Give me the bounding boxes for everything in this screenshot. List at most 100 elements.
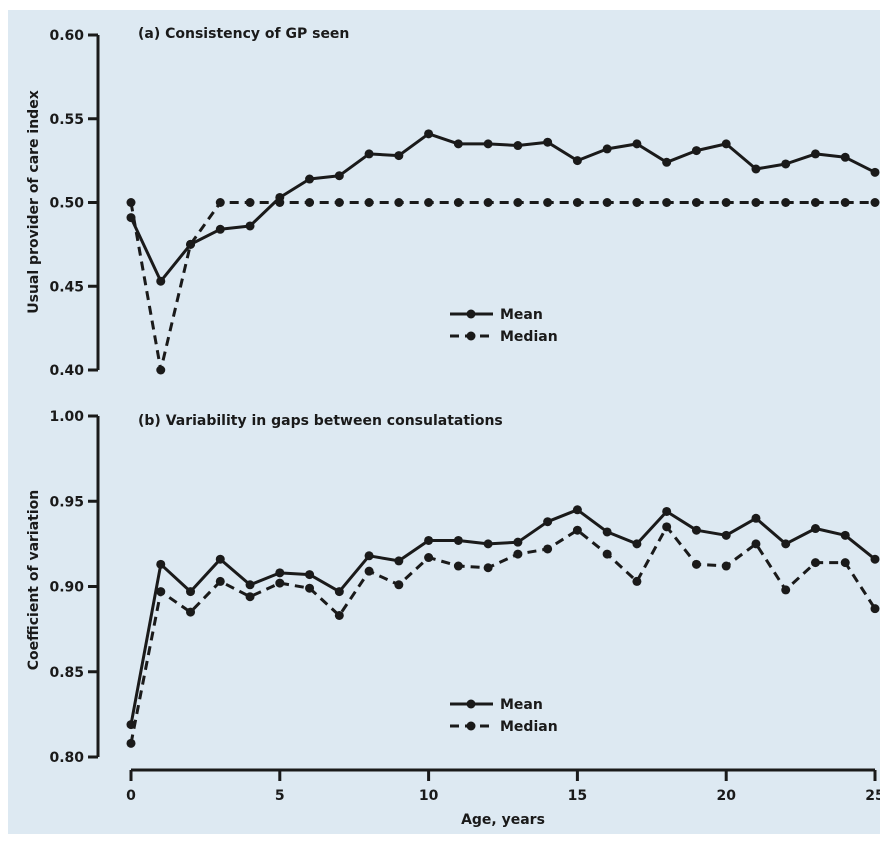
panel-a-title: (a) Consistency of GP seen: [138, 26, 349, 42]
panel-b-median-point: [721, 561, 731, 571]
panel-a-y-tick-label: 0.50: [49, 196, 84, 212]
panel-a-median-point: [215, 198, 225, 207]
panel-b-median-point: [156, 587, 166, 597]
panel-b-median-point: [394, 580, 404, 590]
panel-a-median-point: [394, 198, 404, 207]
panel-a-mean-point: [662, 157, 672, 167]
panel-a-median-line: [129, 201, 875, 372]
panel-b-median-point: [751, 539, 761, 549]
panel-b-y-tick-label: 0.95: [49, 494, 84, 510]
panel-a-mean-point: [810, 149, 820, 159]
panel-a-y-tick-label: 0.45: [49, 279, 84, 295]
panel-a-median-point: [632, 198, 642, 207]
panel-a-median-point: [483, 198, 493, 207]
x-tick-label: 15: [568, 788, 587, 804]
panel-a-median-point: [543, 198, 553, 207]
panel-b-mean-point: [721, 530, 731, 540]
panel-a: (a) Consistency of GP seen Usual provide…: [26, 26, 880, 379]
panel-b-mean-point: [215, 554, 225, 564]
panel-a-legend-median-marker: [466, 331, 476, 341]
panel-b-legend-mean-label: Mean: [500, 697, 543, 713]
x-axis-title: Age, years: [461, 812, 545, 828]
panel-b-median-point: [424, 553, 434, 563]
panel-a-mean-point: [632, 139, 642, 149]
panel-a-median-point: [662, 198, 672, 207]
panel-b-mean-point: [275, 568, 285, 578]
panel-b-mean-point: [483, 539, 493, 549]
panel-a-mean-point: [751, 164, 761, 174]
panel-b-mean-point: [245, 580, 255, 590]
panel-b-mean-point: [156, 559, 166, 569]
panel-a-mean-point: [572, 156, 582, 166]
panel-b-mean-point: [305, 570, 315, 580]
x-tick-label: 20: [716, 788, 736, 804]
panel-b-mean-point: [543, 517, 553, 527]
panel-b-mean-point: [870, 554, 880, 564]
panel-a-median-point: [364, 198, 374, 207]
panel-b-y-tick-label: 0.80: [49, 750, 84, 766]
panel-b-y-tick-label: 1.00: [49, 409, 84, 425]
panel-a-median-point: [691, 198, 701, 207]
panel-b-mean-point: [453, 535, 463, 545]
panel-b-mean-point: [632, 539, 642, 549]
panel-b-y-axis-title: Coefficient of variation: [26, 490, 42, 671]
panel-a-mean-line: [129, 132, 876, 283]
panel-a-mean-point: [483, 139, 493, 149]
panel-a-median-point: [275, 198, 285, 207]
panel-a-legend-mean-label: Mean: [500, 307, 543, 323]
panel-b-median-point: [305, 583, 315, 593]
panel-b-mean-point: [810, 524, 820, 534]
panel-b-mean-point: [691, 525, 701, 535]
panel-a-mean-point: [721, 139, 731, 149]
panel-b-median-point: [215, 576, 225, 586]
panel-a-median-point: [751, 198, 761, 207]
x-tick-label: 0: [126, 788, 136, 804]
panel-a-median-point: [870, 198, 880, 207]
panel-b-y-tick-label: 0.85: [49, 665, 84, 681]
x-tick-label: 5: [275, 788, 285, 804]
panel-a-mean-point: [156, 276, 166, 286]
panel-a-median-point: [721, 198, 731, 207]
panel-b-mean-point: [334, 587, 344, 597]
panel-a-mean-point: [543, 137, 553, 147]
panel-b-median-point: [453, 561, 463, 571]
panel-a-legend-mean-marker: [466, 309, 476, 319]
panel-b-median-point: [334, 610, 344, 620]
panel-a-median-point: [840, 198, 850, 207]
panel-b-median-point: [126, 738, 136, 748]
panel-a-legend-median-label: Median: [500, 329, 558, 345]
panel-a-median-point: [245, 198, 255, 207]
panel-a-median-point: [602, 198, 612, 207]
panel-b-median-point: [870, 604, 880, 614]
panel-a-mean-point: [602, 144, 612, 154]
panel-a-median-point: [156, 365, 166, 375]
x-tick-label: 10: [419, 788, 439, 804]
panel-b-median-line: [129, 525, 877, 744]
panel-b-median-point: [662, 522, 672, 532]
panel-b-mean-point: [513, 537, 523, 547]
panel-b-mean-point: [781, 539, 791, 549]
panel-b-mean-point: [751, 513, 761, 523]
panel-a-median-point: [334, 198, 344, 207]
panel-b-mean-point: [364, 551, 374, 561]
panel-a-y-tick-label: 0.55: [49, 112, 84, 128]
panel-b-mean-point: [186, 587, 196, 597]
panel-a-mean-point: [513, 141, 523, 151]
panel-b-marks: 0.80 0.85 0.90 0.95 1.00 0 5 10 15 20 25 Mean Median: [49, 409, 880, 804]
panel-a-mean-point: [394, 151, 404, 161]
panel-a-mean-point: [215, 224, 225, 234]
panel-b-median-point: [186, 607, 196, 617]
panel-b-median-point: [513, 549, 523, 559]
panel-b-median-point: [781, 585, 791, 595]
panel-b-median-point: [275, 578, 285, 588]
panel-b-median-point: [483, 563, 493, 573]
panel-b-mean-point: [840, 530, 850, 540]
panel-b: (b) Variability in gaps between consulat…: [26, 409, 880, 828]
figure-panel: (a) Consistency of GP seen Usual provide…: [8, 10, 880, 834]
panel-a-marks: 0.40 0.45 0.50 0.55 0.60 Mean Median: [49, 28, 880, 379]
panel-b-median-point: [810, 558, 820, 568]
panel-a-mean-point: [870, 167, 880, 177]
panel-b-median-point: [691, 559, 701, 569]
panel-b-median-point: [632, 576, 642, 586]
panel-b-median-point: [840, 558, 850, 568]
